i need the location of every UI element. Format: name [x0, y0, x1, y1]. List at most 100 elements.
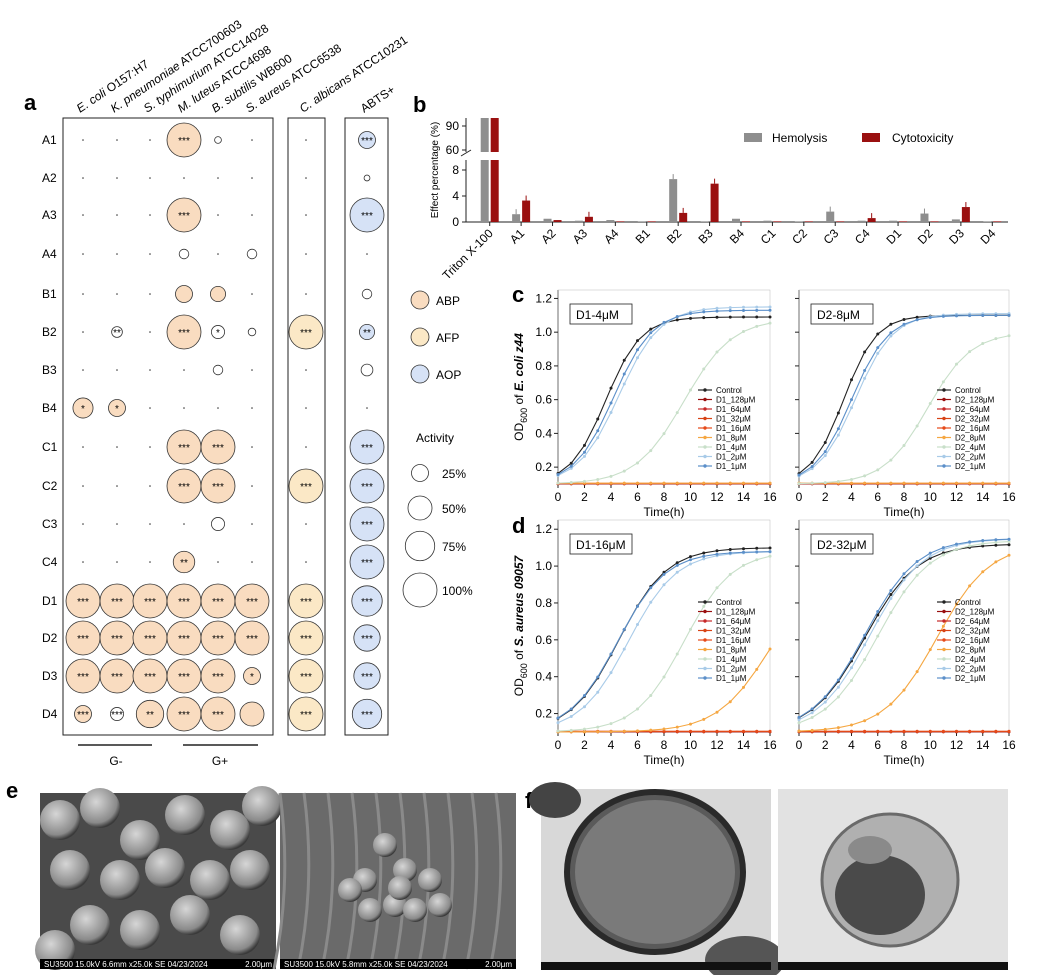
- toxicity-bar-chart: 0 4 8 60 90 Effect percentage (%) Triton X-100…: [430, 118, 1008, 283]
- legend-swatch: [410, 364, 430, 384]
- bubble: [246, 248, 258, 260]
- legend-label: D1_2μM: [716, 453, 747, 462]
- data-point: [850, 406, 853, 410]
- significance-stars: ***: [178, 672, 190, 683]
- significance-stars: ***: [300, 710, 312, 721]
- data-point: [810, 715, 814, 719]
- bar: [637, 221, 646, 222]
- bubble-empty: [149, 485, 151, 487]
- x-tick-label: D3: [946, 226, 967, 247]
- data-point: [675, 561, 679, 565]
- data-point: [981, 570, 985, 574]
- bacteria-box: [62, 117, 274, 736]
- data-point: [823, 727, 827, 731]
- bar-upper: [480, 118, 489, 152]
- bubble: [349, 468, 385, 504]
- data-point: [889, 458, 893, 462]
- bar: [867, 218, 876, 222]
- x-tick-label: 6: [874, 738, 881, 752]
- data-point: [609, 652, 613, 656]
- bubble-empty: [82, 446, 84, 448]
- data-point: [675, 563, 679, 567]
- data-point: [810, 481, 814, 485]
- x-tick-label: 16: [763, 738, 777, 752]
- row-label: B3: [42, 363, 57, 377]
- x-tick-label: 16: [1002, 738, 1016, 752]
- data-point: [768, 546, 772, 550]
- data-point: [662, 432, 666, 436]
- data-point: [928, 556, 932, 560]
- data-point: [1007, 334, 1011, 338]
- data-point: [622, 627, 626, 631]
- bubble-empty: [149, 293, 151, 295]
- bubble: [234, 620, 270, 656]
- data-point: [689, 316, 692, 320]
- bubble-empty: [149, 253, 151, 255]
- data-point: [850, 723, 853, 727]
- x-tick-label: C2: [789, 226, 810, 247]
- bubble-empty: [251, 293, 253, 295]
- bar: [889, 220, 898, 222]
- data-point: [636, 707, 639, 711]
- data-point: [728, 729, 732, 733]
- damaged-bacterium: [338, 878, 362, 902]
- bar: [647, 221, 656, 222]
- data-point: [728, 551, 732, 555]
- x-tick-label: 10: [924, 490, 938, 504]
- data-point: [981, 313, 985, 317]
- y-tick-label: 0.2: [535, 707, 552, 721]
- tem-micrographs: [529, 782, 1008, 975]
- substrate-fold: [368, 792, 383, 970]
- data-point: [702, 604, 706, 608]
- significance-stars: ***: [300, 482, 312, 493]
- bubble: [211, 517, 225, 531]
- data-point: [596, 690, 600, 694]
- x-tick-label: Triton X-100: [440, 226, 497, 283]
- data-point: [649, 331, 653, 335]
- data-point: [569, 461, 573, 465]
- ylabel-subscript: 600: [519, 663, 529, 678]
- data-point: [689, 558, 692, 562]
- significance-stars: ***: [300, 672, 312, 683]
- significance-stars: ***: [178, 443, 190, 454]
- data-point: [889, 611, 893, 615]
- legend-label: D2_128μM: [955, 608, 995, 617]
- significance-stars: ***: [361, 558, 373, 569]
- legend-label: AFP: [436, 331, 459, 345]
- legend-marker: [703, 445, 707, 449]
- bar: [512, 214, 521, 222]
- row-label: C2: [42, 479, 58, 493]
- data-point: [622, 729, 626, 733]
- data-point: [797, 715, 801, 719]
- bubble: [351, 585, 383, 617]
- bubble-empty: [217, 561, 219, 563]
- bacterium: [190, 860, 230, 900]
- legend-label: D1_8μM: [716, 646, 747, 655]
- data-point: [755, 558, 759, 562]
- data-point: [768, 481, 772, 485]
- bubble-empty: [305, 253, 307, 255]
- bar: [773, 221, 782, 222]
- significance-stars: **: [180, 558, 188, 569]
- bacterium: [220, 915, 260, 955]
- data-point: [609, 386, 613, 390]
- data-point: [941, 729, 945, 733]
- data-point: [823, 454, 827, 458]
- data-point: [583, 479, 586, 483]
- data-point: [915, 564, 919, 568]
- bar: [700, 221, 709, 222]
- legend-label: D2_1μM: [955, 462, 986, 471]
- bar: [763, 220, 772, 222]
- bar: [606, 220, 615, 222]
- data-point: [902, 578, 906, 582]
- data-point: [583, 727, 586, 731]
- significance-stars: ***: [111, 710, 123, 721]
- tem-info-bar: [541, 962, 771, 970]
- bubble: [351, 698, 383, 730]
- bar: [993, 221, 1002, 222]
- data-point: [876, 712, 880, 716]
- x-tick-label: A4: [601, 226, 622, 247]
- bubble: [175, 285, 193, 303]
- bubble-empty: [116, 523, 118, 525]
- sem-scale: 2.00μm: [245, 960, 272, 969]
